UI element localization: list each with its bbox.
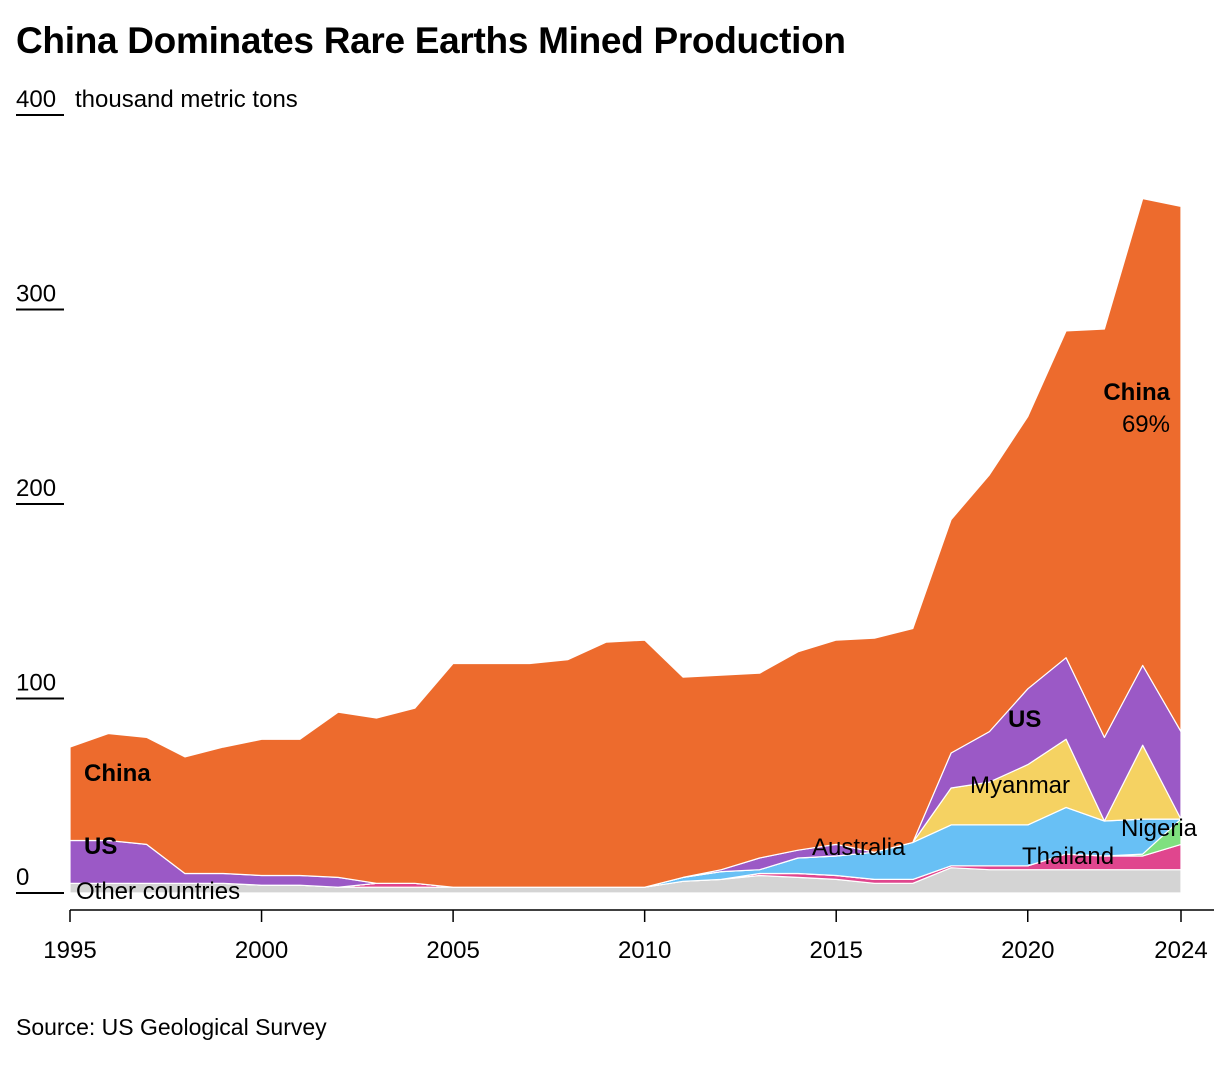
- label-nigeria: Nigeria: [1121, 815, 1198, 842]
- x-tick-label: 2005: [426, 937, 479, 964]
- y-axis: 0 100 200 300 400 thousand metric tons: [16, 86, 298, 894]
- source-note: Source: US Geological Survey: [16, 1014, 327, 1040]
- x-tick-label: 2000: [235, 937, 288, 964]
- y-axis-unit: thousand metric tons: [75, 86, 298, 113]
- label-myanmar: Myanmar: [970, 772, 1070, 799]
- x-tick-label: 2020: [1001, 937, 1054, 964]
- area-china: [69, 198, 1182, 888]
- label-thailand: Thailand: [1022, 843, 1114, 870]
- chart-title: China Dominates Rare Earths Mined Produc…: [16, 20, 846, 61]
- y-tick-label: 300: [16, 281, 56, 308]
- x-axis: 1995 2000 2005 2010 2015 2020 2024: [43, 909, 1214, 964]
- x-tick-label: 2024: [1154, 937, 1207, 964]
- series-areas: [69, 198, 1182, 894]
- label-us-left: US: [84, 833, 117, 860]
- label-other: Other countries: [76, 878, 240, 905]
- y-tick-label: 0: [16, 864, 29, 891]
- y-tick-label: 400: [16, 86, 56, 113]
- label-us-right: US: [1008, 706, 1041, 733]
- stacked-area-chart: 0 100 200 300 400 thousand metric tons 1995 20…: [16, 86, 1214, 964]
- x-tick-label: 2015: [810, 937, 863, 964]
- label-australia: Australia: [812, 834, 906, 861]
- y-tick-label: 100: [16, 670, 56, 697]
- label-china-left: China: [84, 760, 151, 787]
- label-china-share: 69%: [1122, 411, 1170, 438]
- series-labels: China US Other countries China 69% US Myanmar A…: [76, 379, 1198, 905]
- x-tick-label: 1995: [43, 937, 96, 964]
- label-china-right: China: [1103, 379, 1170, 406]
- x-tick-label: 2010: [618, 937, 671, 964]
- y-tick-label: 200: [16, 475, 56, 502]
